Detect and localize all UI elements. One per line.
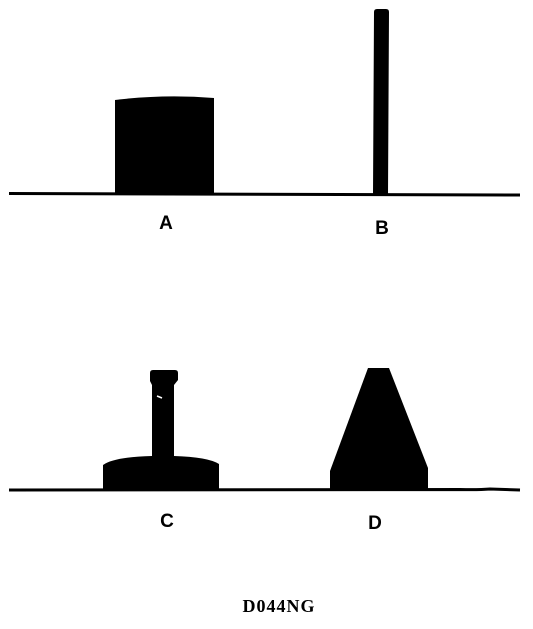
label-a: A: [159, 213, 173, 234]
baseline-top: [8, 192, 521, 197]
shape-d: [330, 368, 428, 490]
baseline-bottom: [8, 487, 521, 492]
shape-b: [373, 9, 389, 195]
shape-a: [115, 96, 214, 194]
figure-code: D044NG: [243, 596, 316, 616]
label-b: B: [375, 218, 389, 239]
label-c: C: [160, 511, 174, 532]
shape-c-nick: [156, 395, 163, 399]
label-d: D: [368, 513, 382, 534]
shape-c: [103, 370, 219, 490]
